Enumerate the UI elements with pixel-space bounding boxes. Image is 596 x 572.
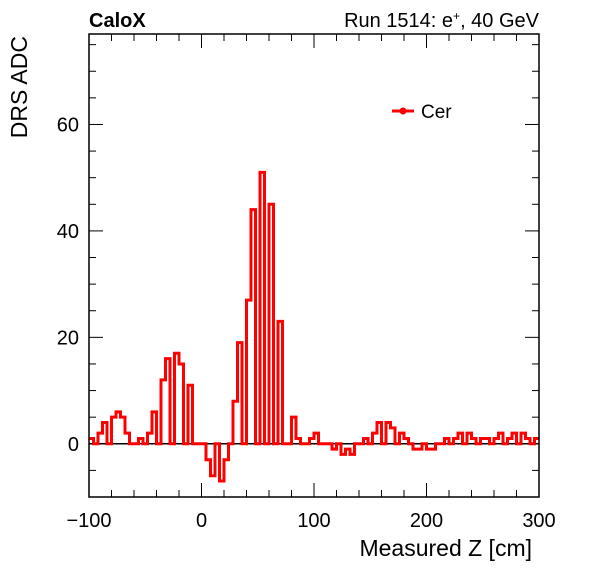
y-tick-label: 40 [57,221,79,243]
run-info-prefix: Run 1514: e [344,10,453,32]
plot-frame [88,33,540,498]
run-info-superscript: + [453,9,460,23]
x-tick-label: 0 [196,510,207,532]
y-tick-labels: 0 20 40 60 [57,114,79,455]
y-tick-label: 60 [57,114,79,136]
y-tick-label: 20 [57,327,79,349]
series-cer-line [89,170,539,483]
legend-swatch-marker [399,107,407,115]
y-tick-label: 0 [68,434,79,456]
legend: Cer [392,102,452,123]
experiment-label: CaloX [89,10,146,32]
x-tick-label: 300 [522,510,555,532]
x-tick-label: 100 [297,510,330,532]
legend-entry-label: Cer [421,102,452,123]
x-tick-label: −100 [66,510,111,532]
run-info-suffix: , 40 GeV [460,10,540,32]
y-axis-label: DRS ADC [6,36,32,138]
x-tick-label: 200 [410,510,443,532]
x-axis-label: Measured Z [cm] [359,535,532,561]
axis-ticks [88,34,540,498]
run-info-label: Run 1514: e+, 40 GeV [344,9,540,32]
series-layer [89,170,539,483]
x-tick-labels: −100 0 100 200 300 [66,510,555,532]
